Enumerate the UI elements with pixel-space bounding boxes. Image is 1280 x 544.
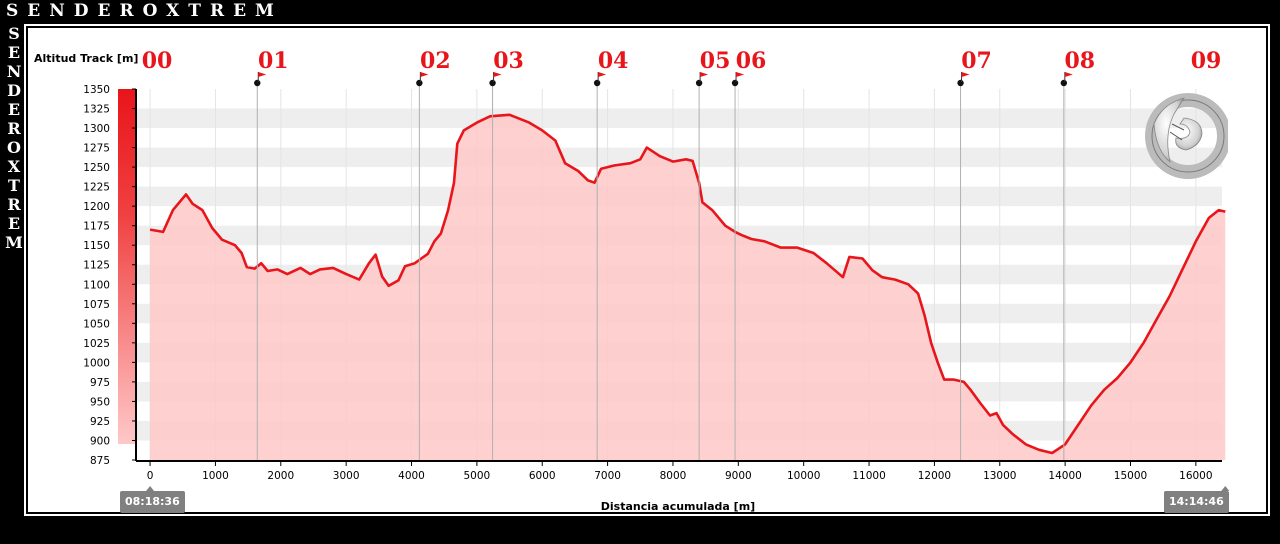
waypoint-marker — [695, 79, 703, 87]
waypoint-marker — [489, 79, 496, 87]
waypoint-flag-icon — [598, 72, 607, 77]
x-tick-label: 12000 — [918, 470, 951, 482]
brand-letter: R — [7, 119, 21, 138]
waypoint-label: 08 — [1065, 48, 1096, 74]
waypoint-flag-icon — [493, 72, 502, 77]
grid-band — [137, 108, 1222, 129]
x-tick-label: 4000 — [398, 470, 425, 482]
x-tick-label: 1000 — [202, 470, 229, 482]
y-tick-label: 1350 — [83, 84, 110, 96]
y-tick-label: 1300 — [83, 123, 110, 135]
waypoint-marker — [731, 79, 739, 87]
x-tick-label: 10000 — [787, 470, 820, 482]
y-tick-label: 1025 — [83, 338, 110, 350]
waypoint-lines — [254, 72, 1073, 460]
waypoint-label: 07 — [961, 48, 992, 74]
x-tick-label: 9000 — [725, 470, 752, 482]
end-time-badge: 14:14:46 — [1164, 491, 1229, 513]
waypoint-labels: 00 01 02 03 04 05 06 07 08 09 — [142, 48, 1222, 74]
waypoint-label: 09 — [1191, 48, 1222, 74]
brand-letter: N — [6, 62, 22, 81]
y-tick-label: 1250 — [83, 162, 110, 174]
y-tick-label: 950 — [90, 396, 110, 408]
y-tick-label: 1175 — [83, 221, 110, 233]
x-tick-label: 8000 — [660, 470, 687, 482]
start-time-badge: 08:18:36 — [120, 491, 185, 513]
elevation-scale-bar — [118, 89, 135, 444]
y-axis-label: Altitud Track [m] — [34, 52, 139, 65]
grid-band — [137, 147, 1222, 168]
waypoint-label: 05 — [700, 48, 731, 74]
elevation-line — [149, 113, 1226, 455]
y-tick-label: 925 — [90, 416, 110, 428]
x-tick-label: 14000 — [1048, 470, 1081, 482]
brand-letter: E — [7, 214, 21, 233]
y-tick-label: 1050 — [83, 318, 110, 330]
waypoint-flag-icon — [961, 72, 970, 77]
brand-title: SENDEROXTREM — [6, 1, 283, 21]
x-tick-label: 6000 — [529, 470, 556, 482]
waypoint-marker — [254, 79, 261, 87]
waypoint-label: 01 — [258, 48, 289, 74]
y-tick-label: 1275 — [83, 143, 110, 155]
senderoxtrem-logo — [1145, 93, 1228, 179]
y-tick-label: 975 — [90, 377, 110, 389]
y-tick-label: 1000 — [83, 357, 110, 369]
brand-letter: O — [7, 138, 21, 157]
waypoint-flag-icon — [700, 72, 709, 77]
brand-letter: T — [8, 176, 20, 195]
waypoint-marker — [957, 79, 964, 87]
y-tick-label: 875 — [90, 455, 110, 467]
x-tick-label: 16000 — [1179, 470, 1212, 482]
waypoint-flag-icon — [1064, 72, 1073, 77]
waypoint-label: 03 — [493, 48, 524, 74]
y-tick-label: 1150 — [83, 240, 110, 252]
y-tick-label: 1100 — [83, 279, 110, 291]
y-tick-label: 1200 — [83, 201, 110, 213]
x-axis-label: Distancia acumulada [m] — [600, 500, 756, 513]
brand-letter: E — [7, 43, 21, 62]
y-tick-label: 1125 — [83, 260, 110, 272]
y-tick-label: 1075 — [83, 299, 110, 311]
waypoint-label: 06 — [736, 48, 767, 74]
brand-letter: E — [7, 100, 21, 119]
x-tick-label: 7000 — [594, 470, 621, 482]
x-tick-label: 11000 — [852, 470, 885, 482]
y-tick-labels: 875 900 925 950 975 1000 1025 1050 1075 1100 1125 1… — [83, 84, 136, 467]
x-tick-label: 3000 — [333, 470, 360, 482]
waypoint-flag-icon — [420, 72, 429, 77]
x-tick-label: 15000 — [1114, 470, 1147, 482]
waypoint-label: 00 — [142, 48, 173, 74]
brand-letter: M — [5, 233, 23, 252]
chart-frame-inner — [26, 26, 1268, 514]
waypoint-marker — [1060, 79, 1068, 87]
x-tick-label: 2000 — [267, 470, 294, 482]
brand-letter: X — [7, 157, 21, 176]
y-tick-label: 900 — [90, 435, 110, 447]
end-time-caret — [1221, 486, 1230, 491]
x-tick-label: 5000 — [464, 470, 491, 482]
x-tick-labels: 0 1000 2000 3000 4000 5000 6000 7000 8000 9000 100… — [146, 461, 1230, 491]
start-time-caret — [146, 486, 155, 491]
waypoint-marker — [416, 79, 423, 87]
x-tick-label: 0 — [147, 470, 154, 482]
waypoint-flag-icon — [736, 72, 745, 77]
y-tick-label: 1325 — [83, 104, 110, 116]
y-tick-label: 1225 — [83, 182, 110, 194]
axes — [135, 89, 1222, 462]
waypoint-marker — [593, 79, 601, 87]
brand-letter: S — [8, 24, 20, 43]
brand-letter: R — [7, 195, 21, 214]
x-tick-label: 13000 — [983, 470, 1016, 482]
waypoint-label: 04 — [598, 48, 629, 74]
waypoint-label: 02 — [420, 48, 451, 74]
waypoint-flag-icon — [258, 72, 267, 77]
brand-letter: D — [7, 81, 21, 100]
